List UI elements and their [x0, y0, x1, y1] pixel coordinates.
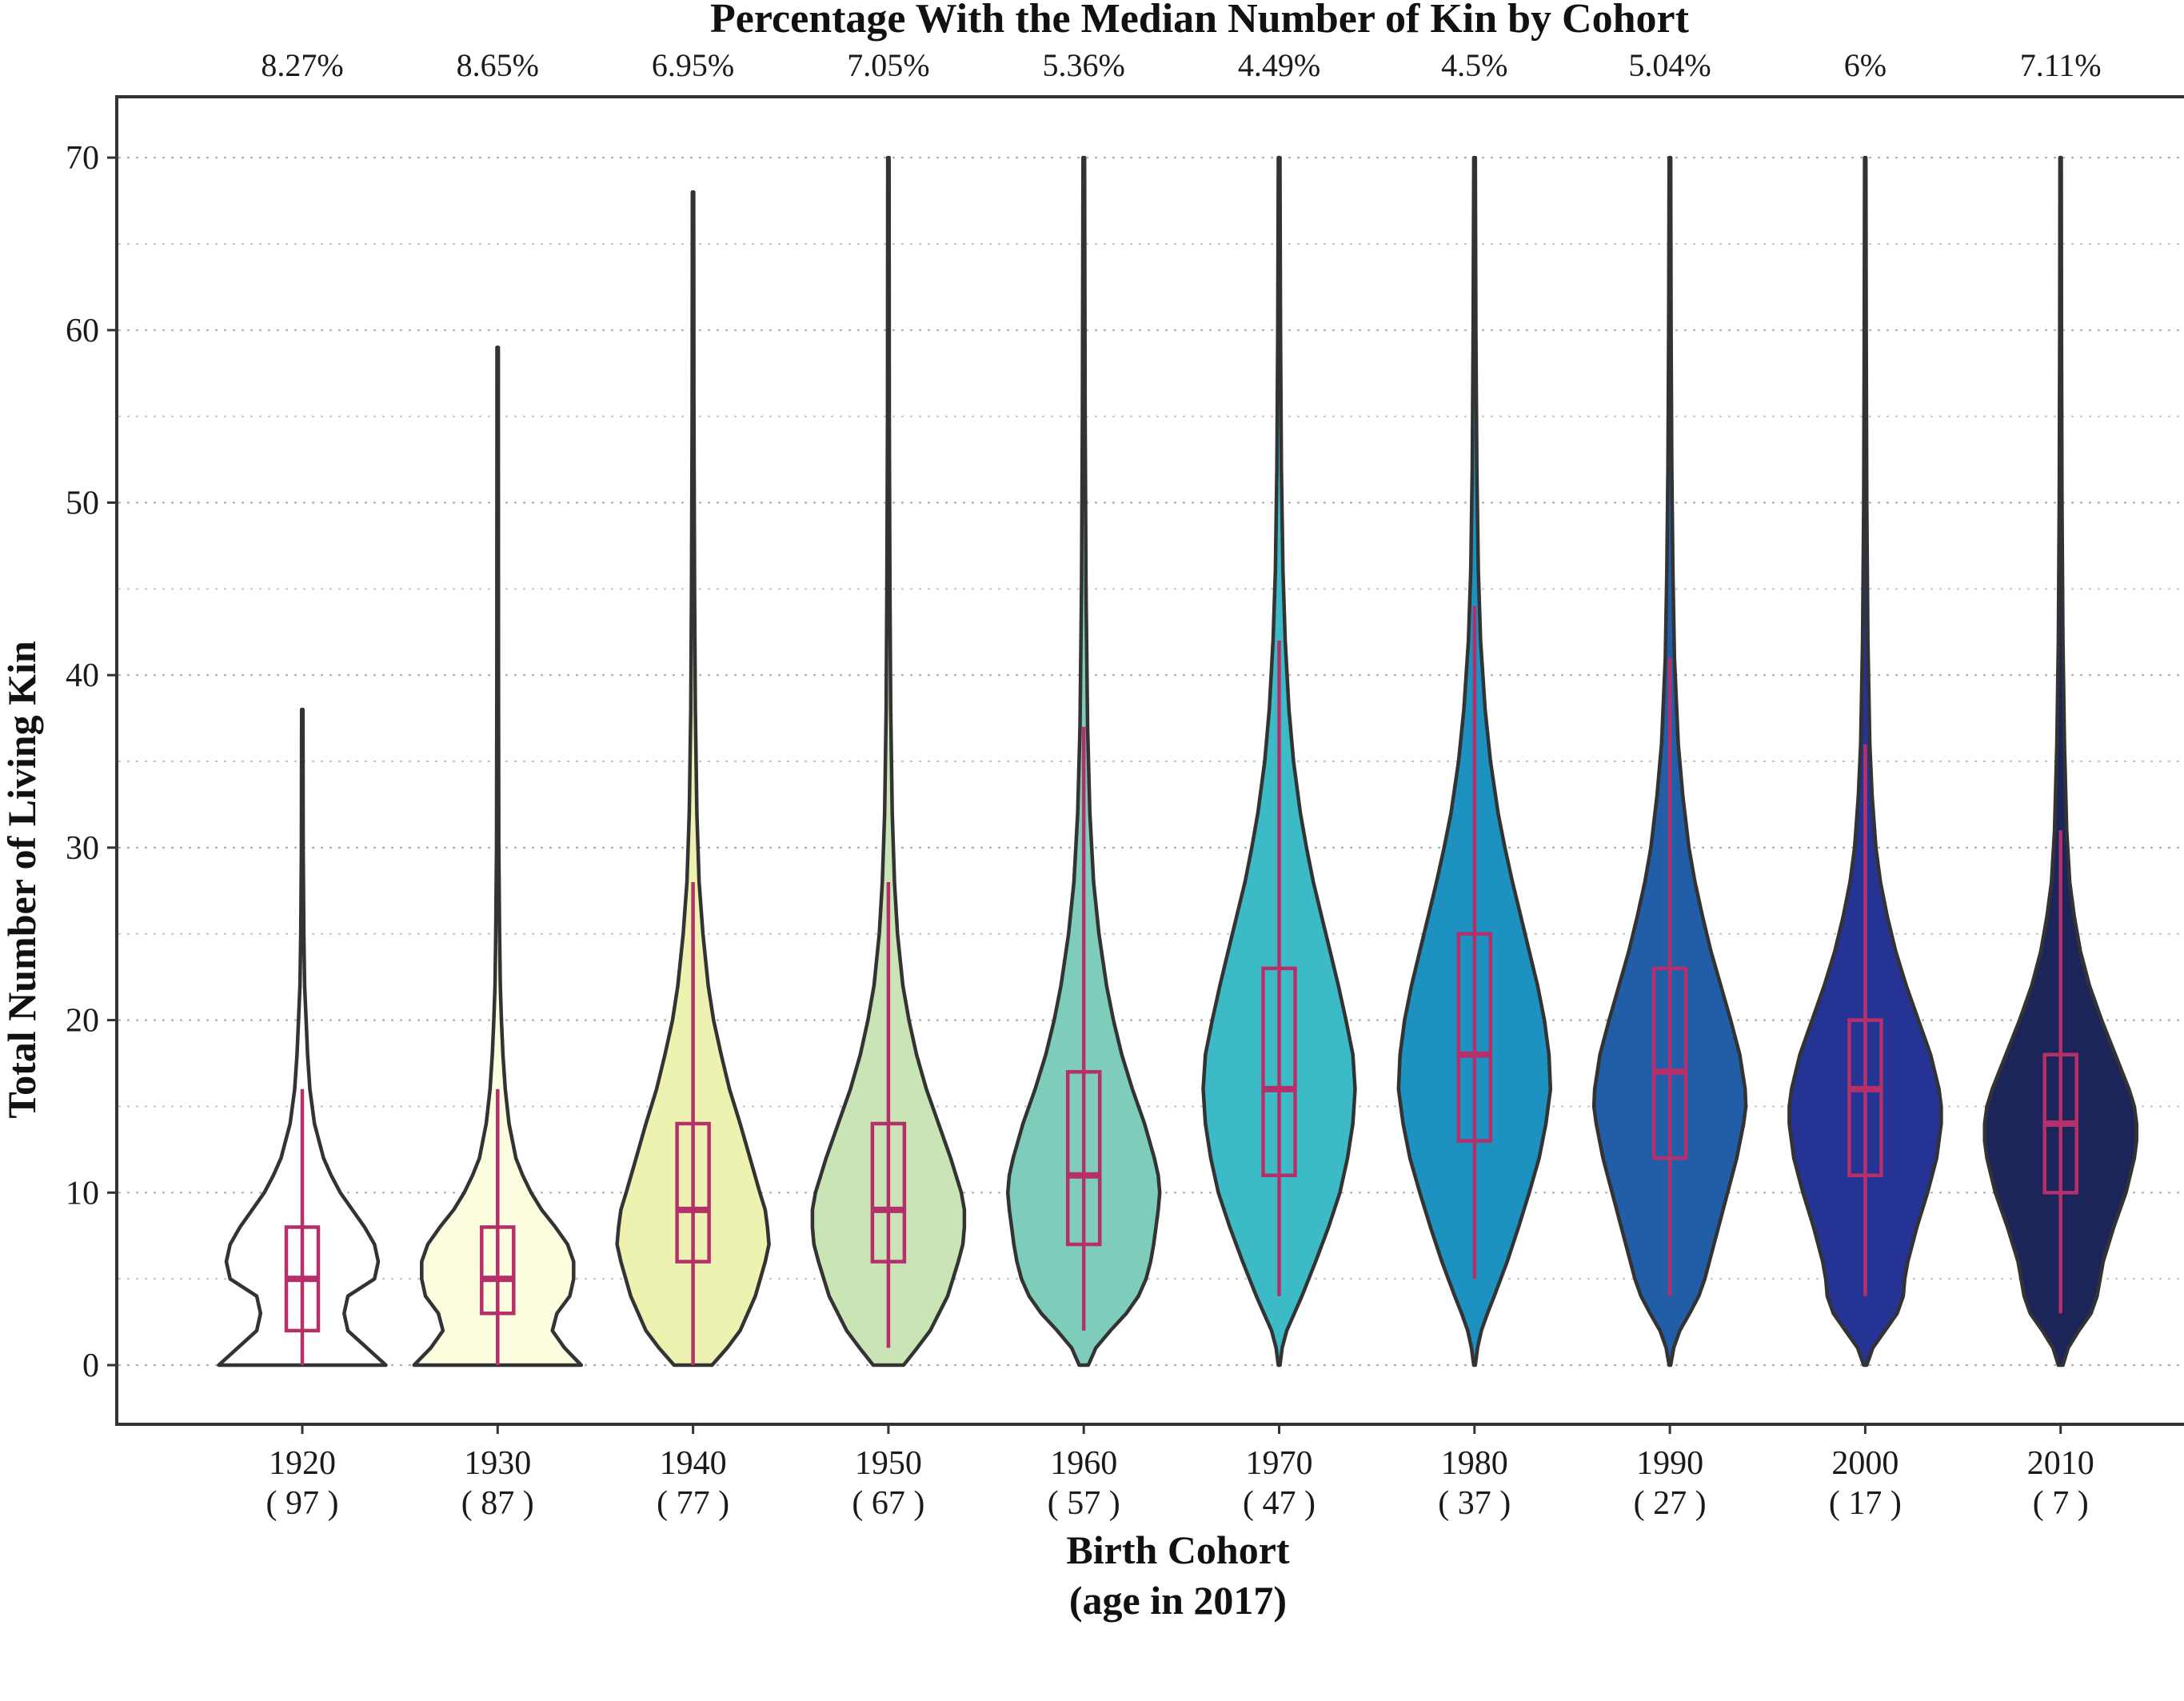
y-tick-label: 0 — [82, 1348, 99, 1384]
x-tick-label-age: ( 47 ) — [1243, 1485, 1316, 1522]
y-tick-label: 20 — [66, 1003, 99, 1040]
x-axis-subtitle: (age in 2017) — [1069, 1578, 1287, 1623]
pct-label-1940: 6.95% — [652, 47, 734, 83]
violins — [217, 155, 2138, 1368]
x-tick-label-age: ( 87 ) — [461, 1485, 534, 1522]
x-tick-label-year: 1990 — [1636, 1445, 1703, 1482]
x-tick-label-year: 1930 — [464, 1445, 531, 1482]
x-tick-label-year: 1950 — [855, 1445, 922, 1482]
plot-panel-border — [115, 95, 2184, 1426]
pct-label-1980: 4.5% — [1441, 47, 1507, 83]
y-tick-label: 40 — [66, 657, 99, 694]
y-tick-label: 50 — [66, 485, 99, 522]
y-tick-label: 10 — [66, 1175, 99, 1212]
pct-label-1930: 8.65% — [457, 47, 539, 83]
x-tick-label-year: 1920 — [269, 1445, 336, 1482]
pct-label-1960: 5.36% — [1043, 47, 1125, 83]
x-tick-label-year: 1940 — [660, 1445, 727, 1482]
top-percentage-labels: 8.27% 8.65% 6.95% 7.05% 5.36% 4.49% 4.5% 5.04% 6… — [261, 47, 2101, 83]
x-tick-label-age: ( 67 ) — [852, 1485, 924, 1522]
violin-1930 — [412, 345, 584, 1368]
iqr-box-1990 — [1651, 966, 1688, 1160]
y-axis: 0 10 20 30 40 50 60 70 — [66, 140, 117, 1384]
x-tick-label-age: ( 97 ) — [266, 1485, 339, 1522]
iqr-box-1960 — [1065, 1070, 1102, 1247]
x-tick-label-age: ( 27 ) — [1634, 1485, 1707, 1522]
y-tick-label: 30 — [66, 830, 99, 867]
y-tick-label: 60 — [66, 313, 99, 349]
x-tick-label-age: ( 57 ) — [1048, 1485, 1120, 1522]
y-tick-label: 70 — [66, 140, 99, 177]
x-tick-label-year: 2010 — [2027, 1445, 2094, 1482]
iqr-box-2000 — [1847, 1018, 1883, 1177]
iqr-box-1930 — [480, 1225, 516, 1316]
x-axis: 1920( 97 ) 1930( 87 ) 1940( 77 ) 1950( 67 )… — [266, 1424, 2094, 1522]
pct-label-1920: 8.27% — [261, 47, 343, 83]
chart-title: Percentage With the Median Number of Kin… — [710, 0, 1690, 42]
x-tick-label-year: 1960 — [1050, 1445, 1117, 1482]
x-tick-label-age: ( 77 ) — [657, 1485, 729, 1522]
x-tick-label-age: ( 17 ) — [1829, 1485, 1902, 1522]
iqr-box-1980 — [1456, 932, 1493, 1143]
pct-label-1970: 4.49% — [1238, 47, 1320, 83]
iqr-box-1970 — [1261, 966, 1297, 1177]
x-tick-label-year: 2000 — [1831, 1445, 1899, 1482]
iqr-box-1940 — [675, 1121, 711, 1264]
violin-1940 — [615, 190, 771, 1368]
violin-1920 — [217, 708, 388, 1368]
x-axis-title: Birth Cohort — [1066, 1527, 1290, 1572]
x-tick-label-age: ( 37 ) — [1438, 1485, 1511, 1522]
pct-label-1990: 5.04% — [1628, 47, 1711, 83]
violin-1950 — [810, 155, 967, 1368]
pct-label-2000: 6% — [1844, 47, 1887, 83]
pct-label-1950: 7.05% — [847, 47, 929, 83]
pct-label-2010: 7.11% — [2020, 47, 2102, 83]
x-tick-label-year: 1980 — [1441, 1445, 1508, 1482]
violin-2010 — [1982, 155, 2138, 1368]
y-axis-title: Total Number of Living Kin — [0, 641, 44, 1119]
x-tick-label-age: ( 7 ) — [2033, 1485, 2089, 1522]
iqr-box-1950 — [870, 1121, 907, 1264]
x-tick-label-year: 1970 — [1246, 1445, 1313, 1482]
